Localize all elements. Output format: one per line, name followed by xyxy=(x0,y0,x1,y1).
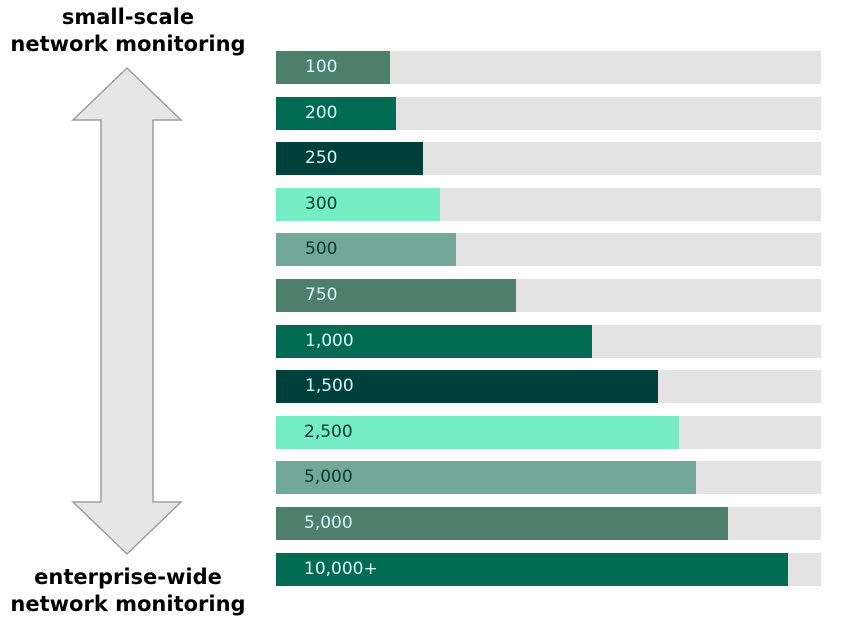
bar-label: 10,000+ xyxy=(304,559,378,579)
bar xyxy=(276,97,396,130)
double-headed-arrow-icon xyxy=(71,66,183,556)
bar-label: 250 xyxy=(305,148,338,168)
bar-label: 5,000 xyxy=(304,513,353,533)
bar-label: 1,000 xyxy=(305,331,354,351)
bar xyxy=(276,461,696,494)
bar xyxy=(276,51,390,84)
bar xyxy=(276,142,423,175)
top-scale-label: small-scale network monitoring xyxy=(0,4,256,58)
bar-label: 5,000 xyxy=(304,467,353,487)
bar-label: 750 xyxy=(305,285,338,305)
bar xyxy=(276,416,679,449)
bar xyxy=(276,279,516,312)
bar-label: 1,500 xyxy=(305,376,354,396)
bar-label: 300 xyxy=(305,194,338,214)
bar xyxy=(276,233,456,266)
bar-label: 500 xyxy=(305,239,338,259)
top-label-line-1: small-scale xyxy=(61,5,195,29)
bar-label: 100 xyxy=(305,57,338,77)
bar-label: 200 xyxy=(305,103,338,123)
bottom-label-line-2: network monitoring xyxy=(10,592,246,616)
bar xyxy=(276,188,440,221)
bar xyxy=(276,325,592,358)
bottom-label-line-1: enterprise-wide xyxy=(34,565,222,589)
top-label-line-2: network monitoring xyxy=(10,32,246,56)
bar xyxy=(276,553,788,586)
bar xyxy=(276,507,728,540)
bar xyxy=(276,370,658,403)
bottom-scale-label: enterprise-wide network monitoring xyxy=(0,564,256,618)
bar-label: 2,500 xyxy=(304,422,353,442)
